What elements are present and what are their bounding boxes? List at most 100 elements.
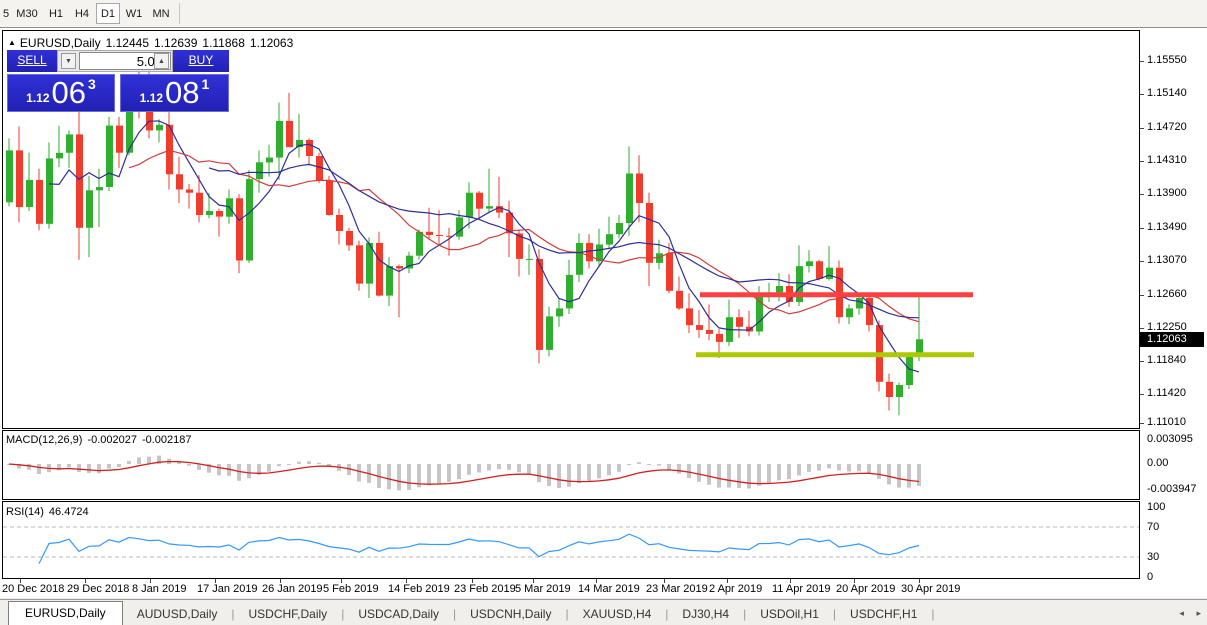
bear-candle	[286, 120, 293, 148]
date-label: 17 Jan 2019	[197, 583, 258, 595]
date-label: 5 Mar 2019	[515, 583, 571, 595]
bear-candle	[736, 317, 743, 327]
date-axis-tick	[20, 579, 21, 583]
bull-candle	[826, 267, 833, 279]
macd-histogram-bar	[827, 464, 831, 469]
date-label: 14 Feb 2019	[388, 583, 450, 595]
tab-separator: |	[743, 607, 747, 621]
macd-histogram-bar	[907, 464, 911, 488]
price-axis-label: 1.12660	[1147, 288, 1187, 300]
volume-input[interactable]	[79, 52, 171, 70]
macd-histogram-bar	[357, 464, 361, 482]
macd-histogram-bar	[217, 464, 221, 476]
tab-usdchf-daily[interactable]: USDCHF,Daily	[248, 607, 328, 621]
bull-candle	[486, 206, 493, 209]
period-button-m30[interactable]: M30	[16, 8, 38, 20]
rsi-line	[38, 533, 920, 564]
moving-average-13	[128, 149, 920, 323]
macd-histogram-bar	[107, 464, 111, 469]
tab-usdcnh-daily[interactable]: USDCNH,Daily	[470, 607, 552, 621]
price-axis-tick	[1140, 61, 1144, 62]
tab-audusd-daily[interactable]: AUDUSD,Daily	[136, 607, 218, 621]
bear-candle	[216, 211, 223, 217]
price-axis-label: 1.14310	[1147, 154, 1187, 166]
macd-name-label: MACD(12,26,9)	[6, 434, 83, 446]
period-button-5[interactable]: 5	[2, 8, 10, 20]
macd-histogram-bar	[437, 464, 441, 484]
sell-button[interactable]: SELL	[7, 50, 57, 72]
macd-histogram-bar	[197, 464, 201, 470]
macd-histogram-bar	[327, 464, 331, 467]
tab-eurusd-daily[interactable]: EURUSD,Daily	[8, 601, 123, 625]
period-button-h4[interactable]: H4	[74, 8, 90, 20]
period-button-d1[interactable]: D1	[96, 3, 120, 24]
tab-separator: |	[665, 607, 669, 621]
bull-candle	[776, 286, 783, 293]
macd-histogram-bar	[777, 464, 781, 481]
period-button-h1[interactable]: H1	[48, 8, 64, 20]
tab-scroll-left-icon[interactable]: ◂	[1179, 608, 1184, 618]
bear-candle	[376, 242, 383, 296]
bull-candle	[596, 244, 603, 262]
macd-histogram-bar	[817, 464, 821, 471]
macd-histogram-bar	[667, 464, 671, 470]
volume-increase-button[interactable]: ▲	[154, 53, 169, 69]
volume-decrease-button[interactable]: ▼	[61, 53, 76, 69]
bull-candle	[46, 158, 53, 224]
bull-candle	[796, 266, 803, 302]
macd-histogram-bar	[227, 464, 231, 476]
tab-separator: |	[565, 607, 569, 621]
bear-candle	[76, 134, 83, 228]
bear-candle	[316, 156, 323, 181]
bear-candle	[146, 106, 153, 131]
macd-indicator-chart[interactable]	[3, 431, 1139, 499]
tab-dj30-h4[interactable]: DJ30,H4	[682, 607, 730, 621]
ohlc-open: 1.12445	[105, 36, 149, 50]
tab-usdchf-h1[interactable]: USDCHF,H1	[850, 607, 918, 621]
tab-scroll-right-icon[interactable]: ▸	[1196, 608, 1201, 618]
bear-candle	[356, 245, 363, 284]
price-axis-tick	[1140, 394, 1144, 395]
rsi-indicator-chart[interactable]	[3, 502, 1139, 578]
period-button-mn[interactable]: MN	[152, 8, 170, 20]
macd-histogram-bar	[737, 464, 741, 488]
buy-button[interactable]: BUY	[173, 50, 229, 72]
macd-histogram-bar	[647, 464, 651, 465]
date-axis-tick	[85, 579, 86, 583]
tab-separator: |	[341, 607, 345, 621]
date-axis-tick	[596, 579, 597, 583]
rsi-axis-label: 70	[1147, 521, 1160, 533]
bull-candle	[806, 261, 813, 267]
buy-price-button[interactable]: 1.12 08 1	[120, 74, 229, 112]
sell-price-button[interactable]: 1.12 06 3	[7, 74, 115, 112]
bear-candle	[706, 329, 713, 334]
buy-price-point: 1	[201, 76, 210, 92]
tab-usdoil-h1[interactable]: USDOil,H1	[760, 607, 819, 621]
date-label: 29 Dec 2018	[67, 583, 130, 595]
bear-candle	[36, 179, 43, 224]
bull-candle	[606, 234, 613, 245]
macd-histogram-bar	[387, 464, 391, 490]
period-button-w1[interactable]: W1	[125, 8, 143, 20]
tab-xauusd-h4[interactable]: XAUUSD,H4	[582, 607, 652, 621]
date-axis-tick	[533, 579, 534, 583]
macd-histogram-bar	[587, 464, 591, 482]
macd-histogram-bar	[407, 464, 411, 490]
tab-usdcad-daily[interactable]: USDCAD,Daily	[358, 607, 439, 621]
macd-histogram-bar	[127, 460, 131, 464]
bull-candle	[276, 120, 283, 158]
bull-candle	[86, 190, 93, 228]
macd-histogram-bar	[307, 461, 311, 464]
macd-histogram-bar	[687, 464, 691, 479]
price-axis-tick	[1140, 161, 1144, 162]
macd-histogram-bar	[137, 457, 141, 464]
collapse-panel-icon[interactable]: ▲	[8, 38, 16, 47]
bear-candle	[866, 298, 873, 326]
main-price-chart[interactable]	[3, 31, 1139, 428]
macd-histogram-bar	[707, 464, 711, 485]
bear-candle	[716, 333, 723, 342]
bull-candle	[386, 266, 393, 296]
macd-histogram-bar	[457, 464, 461, 480]
bull-candle	[656, 253, 663, 263]
price-axis-tick	[1140, 228, 1144, 229]
